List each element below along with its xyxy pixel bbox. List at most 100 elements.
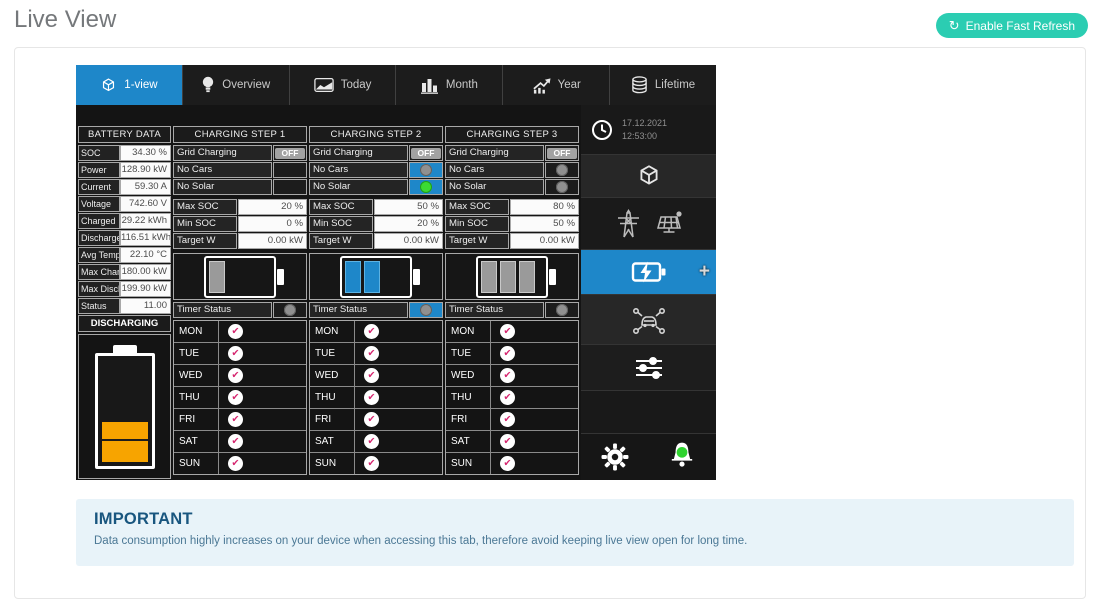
tab-month[interactable]: Month	[396, 65, 504, 105]
day-checkbox[interactable]: ✔	[228, 456, 243, 471]
tab-label: Month	[445, 79, 478, 91]
day-checkbox[interactable]: ✔	[228, 368, 243, 383]
battery-row-label: Power	[78, 162, 120, 178]
min-soc-value: 50 %	[510, 216, 579, 232]
day-label: SAT	[174, 431, 219, 452]
no-cars-row: No Cars	[173, 162, 307, 178]
day-checkbox[interactable]: ✔	[228, 324, 243, 339]
day-checkbox[interactable]: ✔	[364, 456, 379, 471]
timer-status-indicator	[545, 302, 579, 318]
day-checkbox[interactable]: ✔	[500, 368, 515, 383]
battery-row-label: Avg Temp	[78, 247, 120, 263]
day-checkbox[interactable]: ✔	[500, 346, 515, 361]
content-card: 1-view Overview Today Month Year	[14, 47, 1086, 599]
status-dot	[420, 164, 432, 176]
cube-3d-icon	[639, 165, 658, 185]
sidebar-item-smart-car[interactable]	[581, 295, 716, 345]
max-soc-row: Max SOC 20 %	[173, 199, 307, 215]
clock-icon	[592, 119, 612, 140]
grid-charging-row: Grid Charging OFF	[445, 145, 579, 161]
panel-body: BATTERY DATA SOC 34.30 % Power 128.90 kW C…	[76, 105, 716, 480]
battery-row-label: Max Disch.	[78, 281, 120, 297]
sidebar-item-settings-sliders[interactable]	[581, 345, 716, 391]
gear-icon[interactable]	[601, 443, 629, 471]
bulb-icon	[203, 76, 214, 93]
day-checkbox[interactable]: ✔	[228, 346, 243, 361]
day-checkbox[interactable]: ✔	[228, 434, 243, 449]
day-checkbox[interactable]: ✔	[228, 412, 243, 427]
sidebar-item-battery-charging[interactable]: +	[581, 250, 716, 295]
grid-charging-toggle[interactable]: OFF	[547, 147, 577, 159]
day-row: THU ✔	[310, 387, 442, 409]
day-checkbox[interactable]: ✔	[364, 368, 379, 383]
sidebar-item-grid-solar[interactable]	[581, 198, 716, 250]
day-checkbox[interactable]: ✔	[228, 390, 243, 405]
panel-date: 17.12.2021	[622, 118, 668, 129]
sidebar-item-1view[interactable]	[581, 155, 716, 198]
timer-status-row: Timer Status	[309, 302, 443, 318]
tab-overview[interactable]: Overview	[183, 65, 290, 105]
notifications[interactable]	[668, 440, 696, 475]
day-label: SUN	[174, 453, 219, 474]
day-label: WED	[446, 365, 491, 386]
battery-data-column: BATTERY DATA SOC 34.30 % Power 128.90 kW C…	[78, 105, 171, 480]
charging-step-1-column: CHARGING STEP 1 Grid Charging OFF No Cars…	[173, 105, 307, 480]
panel-time: 12:53:00	[622, 130, 658, 141]
day-checkbox[interactable]: ✔	[500, 324, 515, 339]
target-w-label: Target W	[309, 233, 373, 249]
battery-row-current: Current 59.30 A	[78, 179, 171, 195]
sliders-icon	[635, 356, 662, 379]
day-checkbox[interactable]: ✔	[500, 456, 515, 471]
tab-1-view[interactable]: 1-view	[76, 65, 183, 105]
battery-row-soc: SOC 34.30 %	[78, 145, 171, 161]
day-checkbox[interactable]: ✔	[364, 434, 379, 449]
grid-charging-toggle[interactable]: OFF	[411, 147, 441, 159]
day-label: SAT	[310, 431, 355, 452]
tab-today[interactable]: Today	[290, 65, 397, 105]
day-checkbox[interactable]: ✔	[500, 412, 515, 427]
day-row: MON ✔	[174, 321, 306, 343]
day-row: FRI ✔	[174, 409, 306, 431]
no-solar-row: No Solar	[445, 179, 579, 195]
tab-label: Year	[557, 79, 581, 91]
no-solar-indicator	[409, 179, 443, 195]
day-checkbox[interactable]: ✔	[364, 324, 379, 339]
target-w-value: 0.00 kW	[374, 233, 443, 249]
enable-fast-refresh-button[interactable]: ↻ Enable Fast Refresh	[935, 13, 1088, 38]
enable-fast-refresh-label: Enable Fast Refresh	[965, 18, 1075, 33]
notice-title: IMPORTANT	[94, 510, 193, 528]
charging-step-header: CHARGING STEP 3	[445, 126, 579, 143]
battery-icon-terminal	[413, 268, 420, 285]
day-checkbox[interactable]: ✔	[500, 390, 515, 405]
max-soc-label: Max SOC	[173, 199, 237, 215]
max-soc-value: 80 %	[510, 199, 579, 215]
battery-row-value: 128.90 kW	[120, 162, 171, 178]
day-row: SAT ✔	[174, 431, 306, 453]
important-notice: IMPORTANT Data consumption highly increa…	[76, 499, 1074, 566]
grid-charging-toggle[interactable]: OFF	[275, 147, 305, 159]
step-battery-box	[445, 253, 579, 300]
no-cars-label: No Cars	[173, 162, 272, 178]
day-checkbox[interactable]: ✔	[500, 434, 515, 449]
timer-status-indicator	[273, 302, 307, 318]
tab-lifetime[interactable]: Lifetime	[610, 65, 716, 105]
day-checkbox[interactable]: ✔	[364, 390, 379, 405]
day-row: WED ✔	[174, 365, 306, 387]
target-w-label: Target W	[173, 233, 237, 249]
battery-row-avg-temp: Avg Temp 22.10 °C	[78, 247, 171, 263]
day-label: THU	[174, 387, 219, 408]
refresh-icon: ↻	[948, 18, 960, 33]
tab-year[interactable]: Year	[503, 65, 611, 105]
day-checkbox[interactable]: ✔	[364, 412, 379, 427]
no-solar-indicator	[273, 179, 307, 195]
day-checkbox[interactable]: ✔	[364, 346, 379, 361]
panel-sidebar: 17.12.2021 12:53:00 +	[581, 105, 716, 480]
min-soc-label: Min SOC	[309, 216, 373, 232]
bar-chart-icon	[420, 78, 438, 94]
battery-row-value: 34.30 %	[120, 145, 171, 161]
tab-label: Overview	[222, 79, 271, 91]
cube-3d-icon	[103, 77, 115, 91]
day-label: MON	[174, 321, 219, 342]
day-label: TUE	[174, 343, 219, 364]
target-w-row: Target W 0.00 kW	[309, 233, 443, 249]
